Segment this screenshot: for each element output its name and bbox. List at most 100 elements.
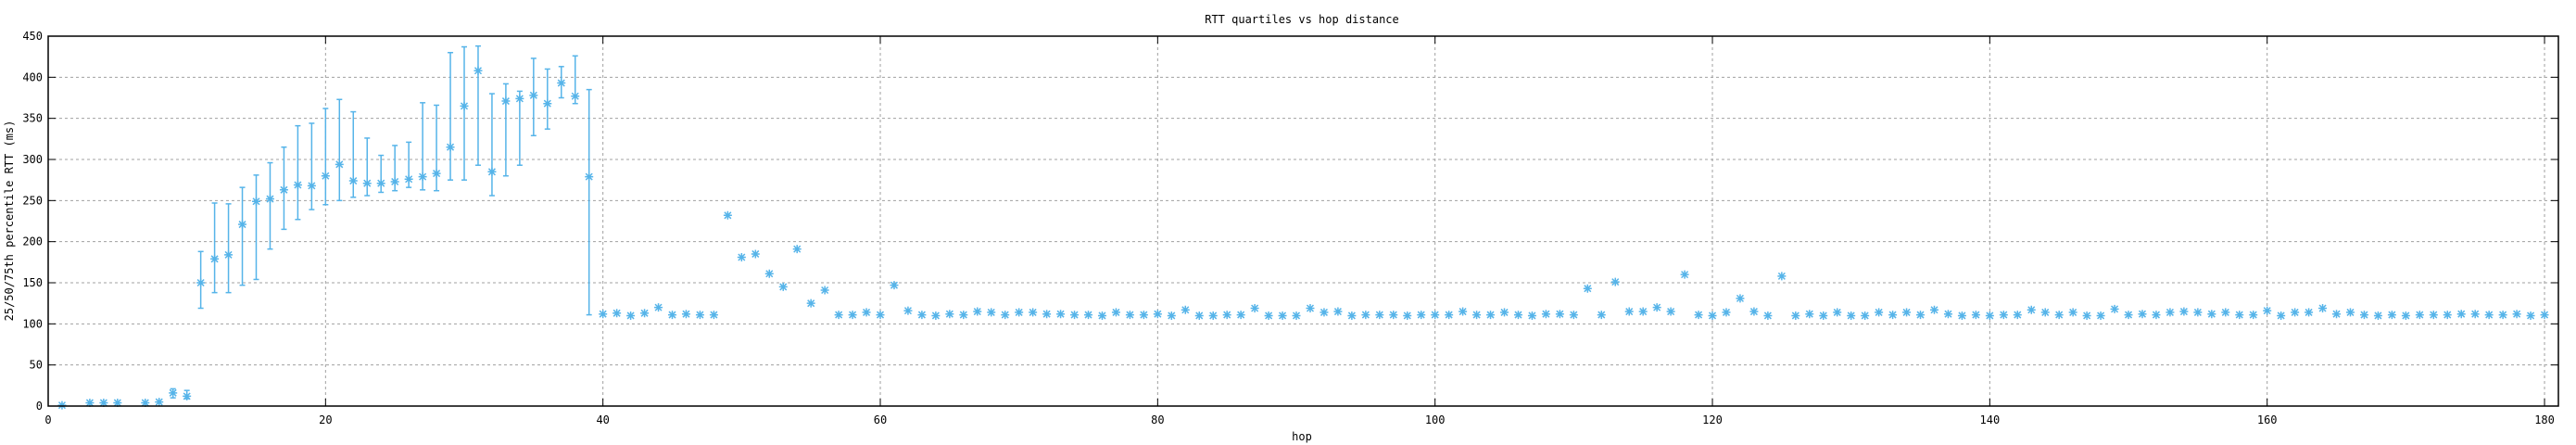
data-point [1333, 307, 1343, 316]
data-point [862, 308, 871, 317]
data-point [99, 398, 108, 407]
asterisk-marker [2110, 304, 2119, 313]
data-point [1736, 294, 1745, 303]
asterisk-marker [987, 308, 996, 317]
data-point [57, 400, 67, 410]
asterisk-marker [709, 311, 718, 320]
asterisk-marker [737, 253, 746, 262]
asterisk-marker [959, 311, 968, 320]
asterisk-marker [2207, 310, 2216, 319]
asterisk-marker [57, 400, 67, 410]
asterisk-marker [1888, 311, 1898, 320]
data-point [1375, 311, 1384, 320]
data-point [2429, 311, 2438, 320]
data-point [335, 98, 344, 202]
asterisk-marker [2526, 311, 2535, 320]
x-tick-label: 40 [596, 413, 609, 426]
data-point [1569, 311, 1578, 320]
data-point [1445, 311, 1454, 320]
asterisk-marker [1943, 310, 1952, 319]
data-point [474, 44, 483, 166]
data-point [1763, 311, 1773, 320]
data-point [1431, 311, 1440, 320]
asterisk-marker [2013, 311, 2022, 320]
data-point [1888, 311, 1898, 320]
data-point [1666, 307, 1675, 316]
data-point [1417, 311, 1426, 320]
x-tick-label: 100 [1425, 413, 1446, 426]
asterisk-marker [2332, 310, 2342, 319]
data-point [2054, 311, 2064, 320]
asterisk-marker [210, 254, 220, 263]
asterisk-marker [1819, 311, 1828, 320]
asterisk-marker [1015, 308, 1024, 317]
asterisk-marker [1652, 303, 1661, 312]
y-tick-label: 450 [22, 30, 43, 43]
asterisk-marker [668, 311, 677, 320]
data-point [723, 210, 732, 220]
data-point [2318, 303, 2328, 312]
data-point [1472, 311, 1482, 320]
asterisk-marker [2235, 311, 2244, 320]
asterisk-marker [113, 398, 122, 407]
data-point [543, 68, 552, 130]
data-point [1943, 310, 1952, 319]
asterisk-marker [820, 286, 829, 295]
asterisk-marker [1417, 311, 1426, 320]
data-point [2373, 311, 2382, 320]
data-point [1694, 311, 1703, 320]
data-point [279, 146, 288, 231]
data-point [515, 90, 524, 166]
data-point [987, 308, 996, 317]
data-point [1250, 303, 1259, 312]
asterisk-marker [1181, 305, 1190, 314]
data-point [2401, 311, 2410, 320]
asterisk-marker [1084, 311, 1093, 320]
data-point [557, 66, 566, 99]
asterisk-marker [196, 278, 206, 287]
data-point [1194, 311, 1204, 320]
grid [48, 36, 2558, 406]
asterisk-marker [1153, 310, 1162, 319]
data-point [224, 203, 234, 294]
data-point [709, 311, 718, 320]
data-point [820, 286, 829, 295]
data-point [501, 83, 511, 177]
data-point [1306, 303, 1315, 312]
data-point [1555, 310, 1564, 319]
data-point [1389, 311, 1398, 320]
data-point [2512, 310, 2521, 319]
data-point [931, 311, 941, 320]
data-point [238, 186, 247, 286]
data-point [1458, 307, 1468, 316]
asterisk-marker [279, 185, 288, 195]
data-point [2096, 311, 2105, 320]
data-point [1167, 311, 1176, 320]
data-point [1957, 311, 1966, 320]
data-point [487, 93, 497, 197]
asterisk-marker [418, 172, 427, 182]
data-point [1791, 311, 1800, 320]
data-point [1971, 311, 1980, 320]
asterisk-marker [1597, 311, 1606, 320]
data-point [681, 310, 690, 319]
asterisk-marker [1541, 310, 1550, 319]
data-point [1015, 308, 1024, 317]
asterisk-marker [321, 172, 330, 181]
asterisk-marker [1777, 272, 1787, 281]
asterisk-marker [1292, 311, 1301, 320]
x-tick-label: 20 [319, 413, 332, 426]
data-point [737, 253, 746, 262]
data-point [1500, 308, 1509, 317]
asterisk-marker [2040, 308, 2050, 317]
asterisk-marker [1389, 311, 1398, 320]
data-point [2152, 311, 2161, 320]
asterisk-marker [2443, 311, 2452, 320]
data-point [183, 389, 192, 400]
asterisk-marker [1278, 311, 1287, 320]
data-point [1029, 308, 1038, 317]
asterisk-marker [848, 311, 857, 320]
data-point [751, 249, 760, 259]
asterisk-marker [1042, 310, 1052, 319]
asterisk-marker [571, 92, 580, 101]
